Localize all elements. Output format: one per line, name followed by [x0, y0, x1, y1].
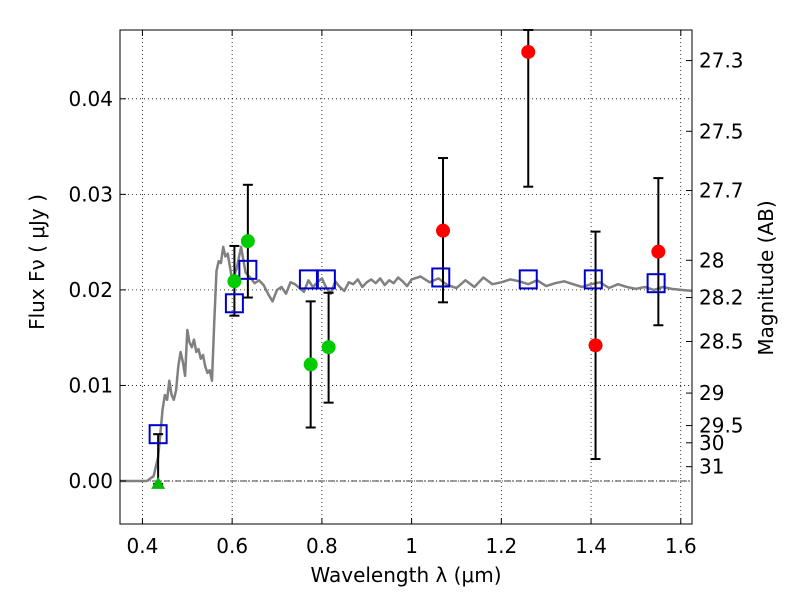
measured-flux-point	[588, 338, 603, 353]
right-tick-label: 27.5	[699, 119, 744, 143]
x-tick-label: 1.4	[575, 534, 607, 558]
measured-flux-point	[436, 223, 451, 238]
model-photometry-square	[316, 269, 336, 290]
y-tick-label: 0.01	[68, 373, 113, 397]
y-tick-label: 0.00	[68, 469, 113, 493]
right-tick-label: 27.3	[699, 49, 744, 73]
right-tick-label: 28.2	[699, 286, 744, 310]
model-spectrum	[120, 245, 693, 483]
y-tick-label: 0.03	[68, 182, 113, 206]
model-photometry-square	[646, 273, 666, 294]
x-tick-label: 1.6	[665, 534, 697, 558]
model-spectrum-line	[120, 245, 693, 483]
y-tick-label: 0.02	[68, 278, 113, 302]
model-photometry-square	[148, 424, 168, 445]
model-photometry-square	[431, 267, 451, 288]
right-tick-label: 28.5	[699, 329, 744, 353]
measured-flux-point	[651, 244, 666, 259]
measured-flux-point	[521, 44, 536, 59]
measured-flux-point	[240, 234, 255, 249]
y-tick-label: 0.04	[68, 87, 113, 111]
model-photometry-square	[583, 269, 603, 290]
model-photometry-square	[224, 293, 244, 314]
error-bars	[153, 29, 664, 485]
model-photometry-square	[238, 259, 258, 280]
axis-ticks: 0.4 0.6 0.8 1 1.2 1.4 1.6 0.00 0.01 0.02 0.03 0.04 2…	[68, 30, 744, 558]
data-markers	[148, 44, 666, 489]
right-tick-label: 28	[699, 248, 724, 272]
x-tick-label: 0.4	[127, 534, 159, 558]
x-tick-label: 0.6	[216, 534, 248, 558]
right-tick-label: 29.5	[699, 414, 744, 438]
x-tick-label: 1	[405, 534, 418, 558]
grid-lines	[120, 30, 692, 524]
measured-flux-point	[321, 340, 336, 355]
x-tick-label: 1.2	[485, 534, 517, 558]
right-tick-label: 29	[699, 381, 724, 405]
right-tick-label: 31	[699, 455, 724, 479]
right-tick-label: 30	[699, 431, 724, 455]
right-axis-label: Magnitude (AB)	[754, 200, 778, 355]
upper-limit-triangle	[151, 476, 166, 489]
right-tick-label: 27.7	[699, 179, 744, 203]
model-photometry-square	[518, 269, 538, 290]
x-axis-label: Wavelength λ (μm)	[310, 563, 501, 587]
measured-flux-point	[227, 274, 242, 289]
y-axis-label: Flux Fν ( μJy )	[25, 194, 49, 330]
x-tick-label: 0.8	[306, 534, 338, 558]
measured-flux-point	[303, 357, 318, 372]
plot-frame	[119, 29, 693, 525]
